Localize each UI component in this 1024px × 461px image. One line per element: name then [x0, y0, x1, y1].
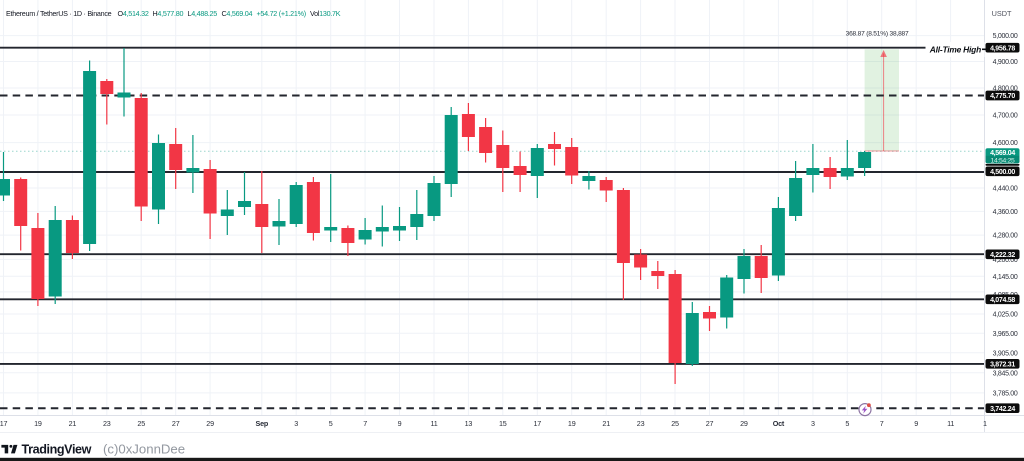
svg-text:4,775.70: 4,775.70: [990, 93, 1015, 100]
svg-text:3,965.00: 3,965.00: [993, 331, 1018, 338]
svg-text:3,872.31: 3,872.31: [990, 361, 1015, 368]
svg-text:7: 7: [363, 419, 367, 428]
svg-text:3,742.24: 3,742.24: [990, 406, 1015, 413]
svg-text:17: 17: [0, 419, 7, 428]
svg-text:4,025.00: 4,025.00: [993, 312, 1018, 319]
svg-text:4,500.00: 4,500.00: [990, 169, 1015, 176]
svg-text:4,222.32: 4,222.32: [990, 252, 1015, 259]
svg-text:5: 5: [329, 419, 333, 428]
svg-text:4,600.00: 4,600.00: [993, 140, 1018, 147]
svg-text:4,800.00: 4,800.00: [993, 86, 1018, 93]
svg-text:4,200.00: 4,200.00: [993, 257, 1018, 264]
svg-text:TradingView: TradingView: [22, 443, 92, 457]
svg-text:+54.72 (+1.21%): +54.72 (+1.21%): [257, 9, 306, 18]
svg-text:Vol130.7K: Vol130.7K: [310, 9, 341, 18]
svg-text:11: 11: [947, 419, 954, 428]
svg-text:4,145.00: 4,145.00: [993, 274, 1018, 281]
svg-text:4,900.00: 4,900.00: [993, 59, 1018, 66]
svg-text:3,845.00: 3,845.00: [993, 370, 1018, 377]
svg-text:27: 27: [706, 419, 714, 428]
svg-text:3: 3: [811, 419, 815, 428]
svg-text:368.87 (8.51%) 38,887: 368.87 (8.51%) 38,887: [846, 31, 909, 38]
svg-text:4,074.58: 4,074.58: [990, 297, 1015, 304]
svg-text:4,440.00: 4,440.00: [993, 186, 1018, 193]
svg-text:19: 19: [568, 419, 576, 428]
svg-text:7: 7: [880, 419, 884, 428]
svg-text:23: 23: [103, 419, 111, 428]
svg-text:L4,488.25: L4,488.25: [188, 9, 218, 18]
svg-text:1: 1: [983, 419, 987, 428]
svg-text:29: 29: [206, 419, 214, 428]
svg-text:4,280.00: 4,280.00: [993, 233, 1018, 240]
svg-text:14:54:25: 14:54:25: [990, 157, 1015, 164]
svg-text:21: 21: [69, 419, 77, 428]
svg-text:11: 11: [430, 419, 437, 428]
svg-text:(c)0xJonnDee: (c)0xJonnDee: [103, 441, 185, 456]
svg-text:27: 27: [172, 419, 180, 428]
svg-text:5: 5: [845, 419, 849, 428]
svg-text:3: 3: [294, 419, 298, 428]
svg-text:5,000.00: 5,000.00: [993, 33, 1018, 40]
svg-text:3,905.00: 3,905.00: [993, 350, 1018, 357]
svg-text:15: 15: [499, 419, 507, 428]
svg-text:17: 17: [533, 419, 541, 428]
svg-text:29: 29: [740, 419, 748, 428]
svg-text:All-Time High: All-Time High: [929, 44, 981, 54]
svg-text:O4,514.32: O4,514.32: [118, 9, 149, 18]
svg-text:Sep: Sep: [256, 419, 269, 428]
svg-text:C4,569.04: C4,569.04: [222, 9, 253, 18]
svg-text:13: 13: [465, 419, 473, 428]
svg-text:3,785.00: 3,785.00: [993, 391, 1018, 398]
svg-text:9: 9: [914, 419, 918, 428]
svg-text:4,700.00: 4,700.00: [993, 113, 1018, 120]
svg-text:H4,577.80: H4,577.80: [153, 9, 184, 18]
svg-text:23: 23: [637, 419, 645, 428]
svg-text:Ethereum / TetherUS · 1D · Bin: Ethereum / TetherUS · 1D · Binance: [6, 9, 112, 18]
svg-text:4,360.00: 4,360.00: [993, 209, 1018, 216]
svg-text:21: 21: [602, 419, 610, 428]
svg-text:25: 25: [671, 419, 679, 428]
svg-text:25: 25: [137, 419, 145, 428]
svg-text:19: 19: [34, 419, 42, 428]
svg-text:4,956.78: 4,956.78: [990, 45, 1015, 52]
svg-text:4,569.04: 4,569.04: [990, 150, 1015, 157]
svg-text:9: 9: [398, 419, 402, 428]
svg-text:USDT: USDT: [992, 9, 1012, 18]
svg-text:Oct: Oct: [773, 419, 785, 428]
